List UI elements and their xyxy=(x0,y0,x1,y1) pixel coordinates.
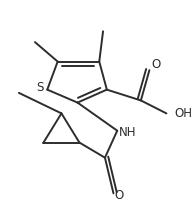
Text: O: O xyxy=(114,189,124,202)
Text: S: S xyxy=(36,81,44,94)
Text: NH: NH xyxy=(119,126,136,139)
Text: OH: OH xyxy=(174,107,192,120)
Text: O: O xyxy=(151,58,160,71)
